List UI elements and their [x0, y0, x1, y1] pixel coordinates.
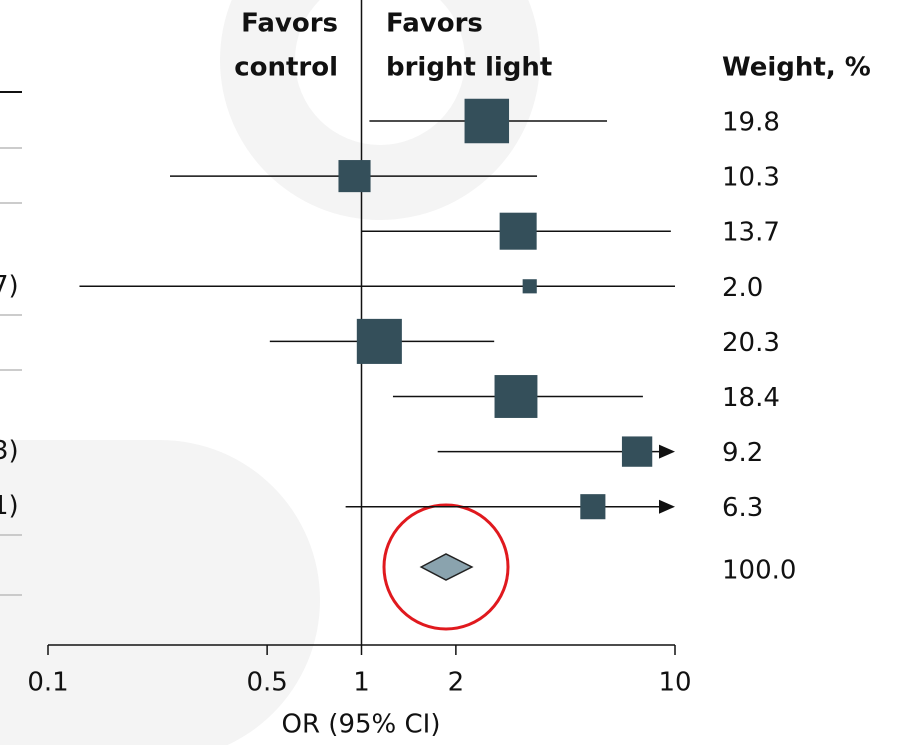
- pooled-diamond: [419, 553, 474, 581]
- point-estimate: [494, 375, 538, 418]
- weight-label: 20.3: [722, 328, 780, 358]
- header-left: Favors: [241, 9, 338, 39]
- weight-header: Weight, %: [722, 53, 871, 83]
- x-axis-label: OR (95% CI): [282, 710, 441, 740]
- weight-label: 9.2: [722, 438, 763, 468]
- weight-label: 19.8: [722, 108, 780, 138]
- ci-arrow: [659, 444, 675, 459]
- header-right: Favors: [386, 9, 483, 39]
- point-estimate: [356, 318, 402, 364]
- weight-label: 6.3: [722, 493, 763, 523]
- header-left: control: [234, 53, 338, 83]
- x-tick-label: 2: [448, 668, 465, 698]
- point-estimate: [464, 98, 510, 144]
- row-separators: [0, 147, 22, 596]
- row-label: 7): [0, 271, 19, 301]
- weight-label: 10.3: [722, 163, 780, 193]
- point-estimate: [499, 212, 537, 250]
- weight-label: 18.4: [722, 383, 780, 413]
- watermark: [295, 0, 465, 145]
- point-estimate: [338, 160, 371, 193]
- highlight-circle: [382, 503, 510, 631]
- point-estimate: [580, 494, 606, 520]
- ci-arrow: [659, 499, 675, 514]
- x-tick-label: 0.1: [27, 668, 68, 698]
- weight-label: 13.7: [722, 218, 780, 248]
- weight-label: 2.0: [722, 273, 763, 303]
- row-label: 3): [0, 436, 19, 466]
- weight-label: 100.0: [722, 556, 796, 586]
- point-estimate: [621, 436, 653, 467]
- x-tick-label: 0.5: [246, 668, 287, 698]
- point-estimate: [522, 279, 537, 294]
- watermark: [0, 440, 320, 745]
- header-right: bright light: [386, 53, 552, 83]
- row-label: 1): [0, 491, 19, 521]
- x-tick-label: 10: [658, 668, 691, 698]
- x-tick-label: 1: [353, 668, 370, 698]
